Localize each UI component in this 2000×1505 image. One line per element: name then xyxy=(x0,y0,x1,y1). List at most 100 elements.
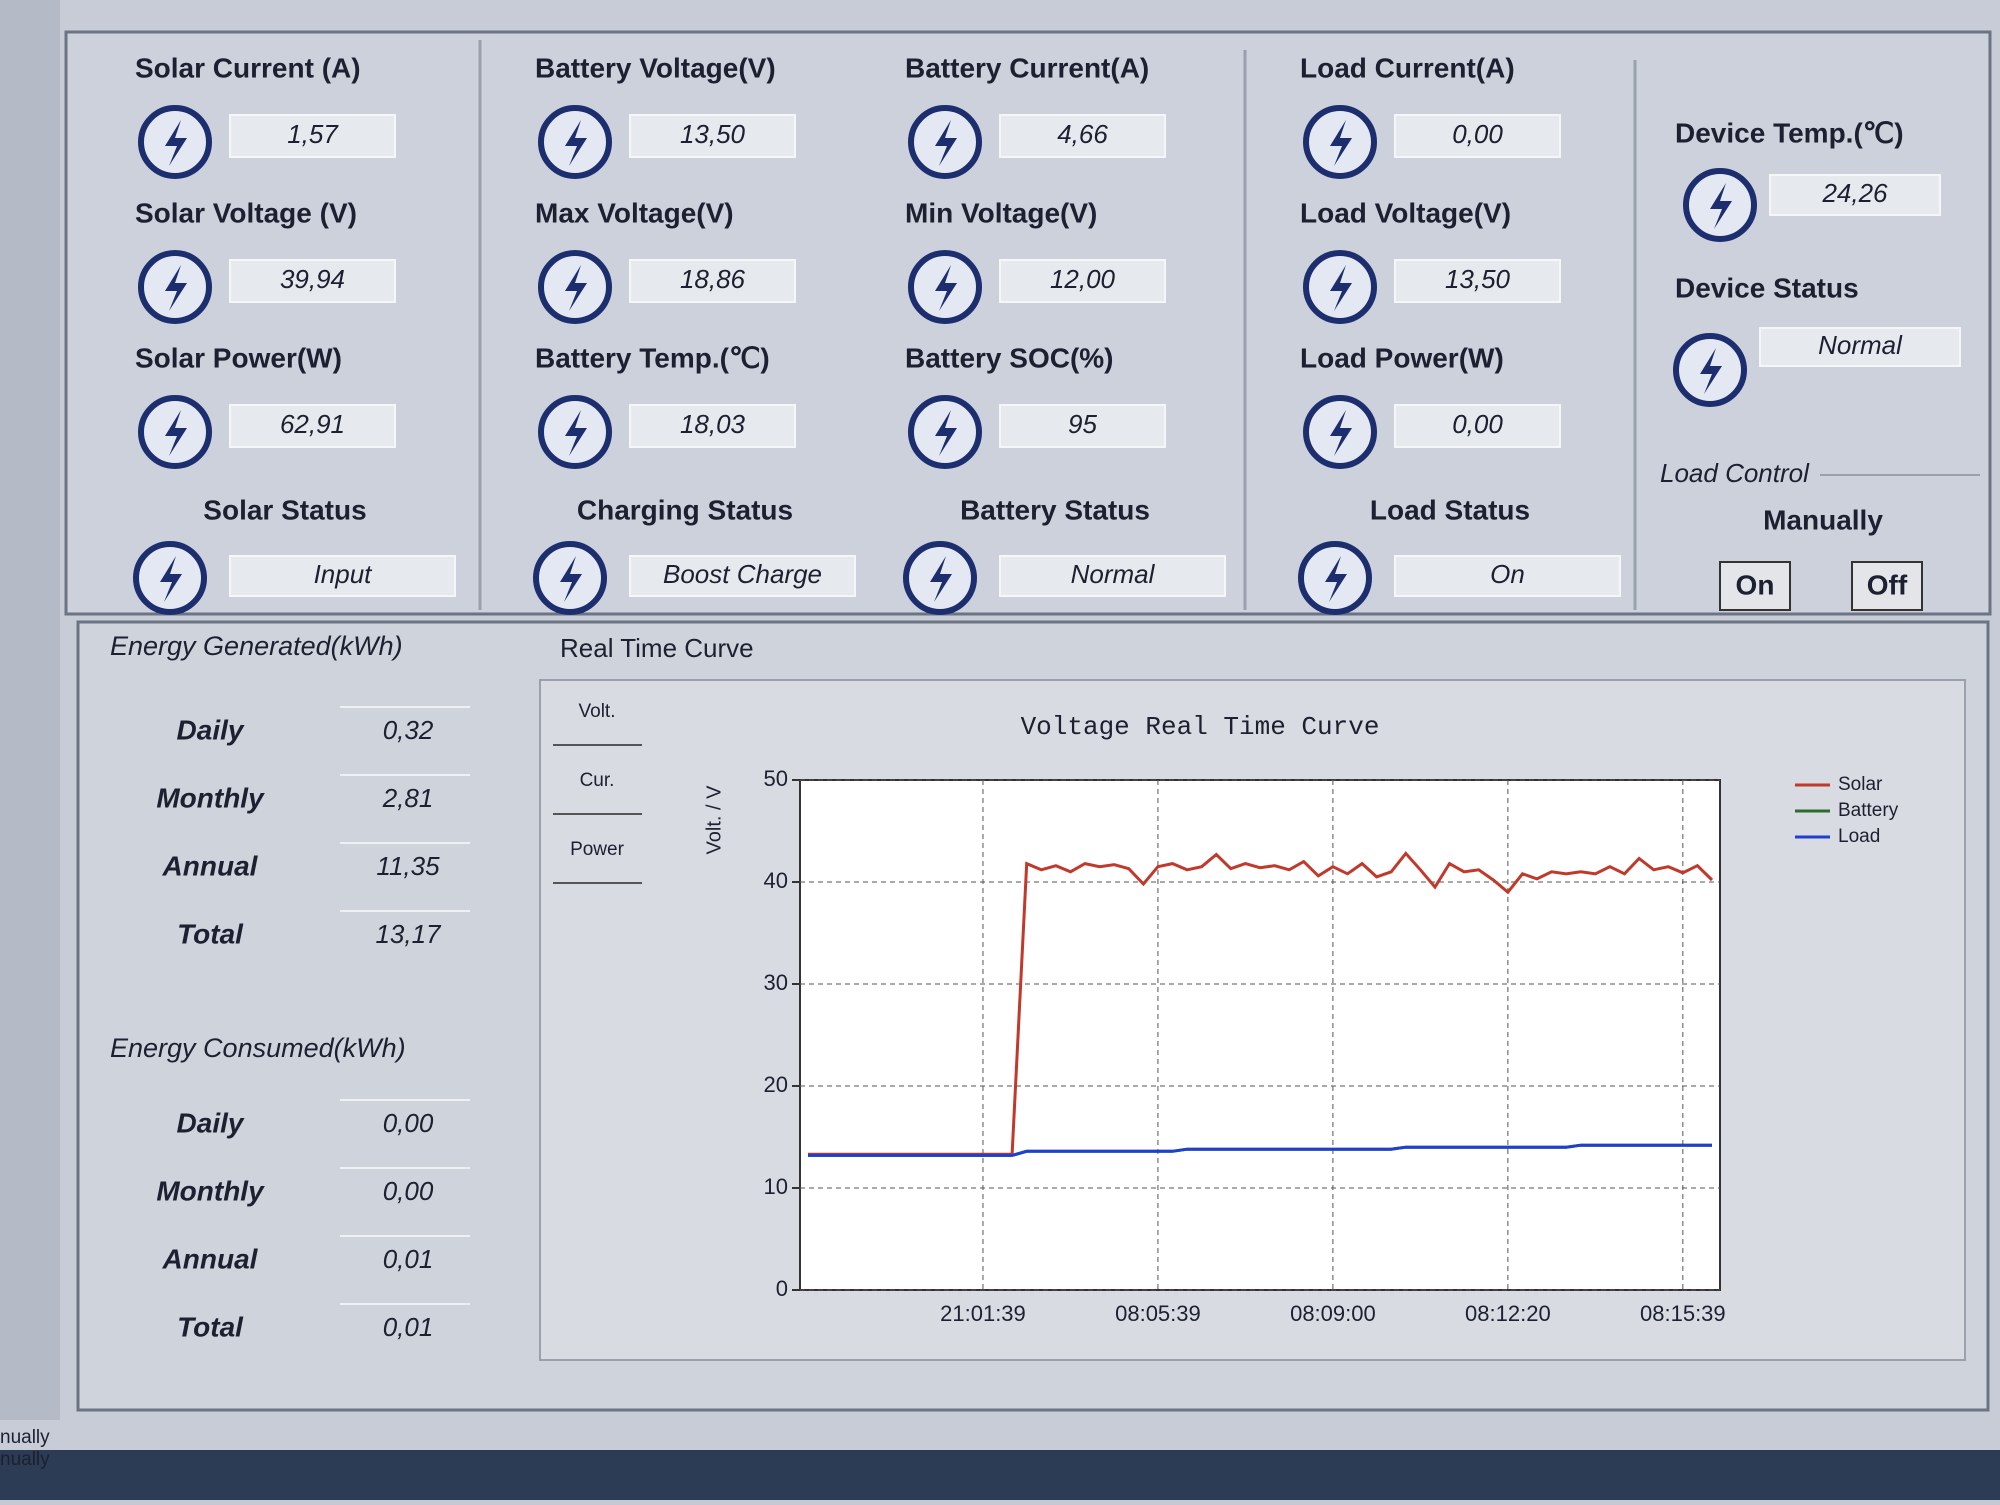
row-value: 0,00 xyxy=(383,1108,434,1138)
mode-label: Manually xyxy=(1763,504,1883,535)
metric-label: Load Voltage(V) xyxy=(1300,197,1511,228)
status-value: On xyxy=(1490,559,1525,589)
metric-value: 24,26 xyxy=(1821,178,1888,208)
button-label[interactable]: On xyxy=(1736,569,1775,600)
x-tick-label: 08:05:39 xyxy=(1115,1301,1201,1326)
icon-glyph xyxy=(565,410,587,456)
section-title: Energy Consumed(kWh) xyxy=(110,1033,406,1063)
metric-label: Load Power(W) xyxy=(1300,342,1504,373)
metric-value: 13,50 xyxy=(680,119,746,149)
row-value: 0,01 xyxy=(383,1244,434,1274)
icon-glyph xyxy=(935,120,957,166)
metric-label: Battery Temp.(℃) xyxy=(535,342,770,373)
icon-glyph xyxy=(1330,410,1352,456)
icon-glyph xyxy=(930,556,952,602)
metric-value-box xyxy=(1394,404,1561,448)
status-label: Solar Status xyxy=(203,494,366,525)
metric-value: 13,50 xyxy=(1445,264,1511,294)
icon-glyph xyxy=(1325,556,1347,602)
icon-glyph xyxy=(935,410,957,456)
section-title: Real Time Curve xyxy=(560,633,754,663)
metric-value: 4,66 xyxy=(1057,119,1108,149)
icon-glyph xyxy=(935,265,957,311)
metric-value-box xyxy=(1769,174,1941,216)
metric-value: 1,57 xyxy=(287,119,339,149)
metric-value-box xyxy=(999,114,1166,158)
row-label: Daily xyxy=(177,714,245,745)
row-label: Monthly xyxy=(156,782,265,813)
button[interactable] xyxy=(1851,561,1923,611)
button-label[interactable]: Off xyxy=(1867,569,1908,600)
status-value: Normal xyxy=(1818,330,1903,360)
metric-value-box xyxy=(629,404,796,448)
metric-label: Solar Power(W) xyxy=(135,342,342,373)
legend-label: Solar xyxy=(1838,774,1883,795)
metric-label: Battery SOC(%) xyxy=(905,342,1113,373)
tab[interactable]: Cur. xyxy=(580,770,615,791)
x-tick-label: 08:12:20 xyxy=(1465,1301,1551,1326)
y-axis-label: Volt. / V xyxy=(703,785,725,855)
side-strip xyxy=(0,0,60,1420)
y-tick-label: 10 xyxy=(764,1174,788,1199)
metric-value-box xyxy=(999,404,1166,448)
x-tick-label: 08:09:00 xyxy=(1290,1301,1376,1326)
metric-label: Battery Current(A) xyxy=(905,52,1149,83)
metric-value: 95 xyxy=(1068,409,1097,439)
tab[interactable]: Power xyxy=(570,839,625,860)
series-line xyxy=(808,1143,1712,1157)
metric-value-box xyxy=(1394,259,1561,303)
icon-glyph xyxy=(1700,348,1722,394)
taskbar xyxy=(0,1450,2000,1500)
icon-glyph xyxy=(165,410,187,456)
metric-value: 18,03 xyxy=(680,409,746,439)
legend-label: Battery xyxy=(1838,800,1899,821)
metric-value-box xyxy=(999,259,1166,303)
metric-label: Min Voltage(V) xyxy=(905,197,1097,228)
status-value-box xyxy=(629,555,856,597)
status-value-box xyxy=(1759,327,1961,367)
metric-value: 18,86 xyxy=(680,264,746,294)
metric-value-box xyxy=(629,114,796,158)
row-value: 0,01 xyxy=(383,1312,434,1342)
row-value: 13,17 xyxy=(375,919,442,949)
icon-glyph xyxy=(565,120,587,166)
legend-label: Load xyxy=(1838,826,1880,847)
tab[interactable]: Volt. xyxy=(579,701,616,722)
footer-text: nually xyxy=(0,1427,50,1448)
button[interactable] xyxy=(1719,561,1791,611)
icon-glyph xyxy=(160,556,182,602)
icon-glyph xyxy=(1330,265,1352,311)
metric-value: 12,00 xyxy=(1050,264,1116,294)
section-title: Energy Generated(kWh) xyxy=(110,631,403,661)
metric-label: Device Temp.(℃) xyxy=(1675,117,1904,148)
plot-area xyxy=(799,779,1721,1291)
metric-label: Max Voltage(V) xyxy=(535,197,734,228)
chart-title: Voltage Real Time Curve xyxy=(1021,712,1380,742)
icon-glyph xyxy=(165,265,187,311)
row-value: 11,35 xyxy=(376,851,440,881)
status-label: Load Status xyxy=(1370,494,1530,525)
metric-value-box xyxy=(229,114,396,158)
footer-text: nually xyxy=(0,1449,50,1470)
metric-label: Solar Current (A) xyxy=(135,52,361,83)
metric-value: 0,00 xyxy=(1452,119,1503,149)
metric-value: 39,94 xyxy=(280,264,345,294)
status-value-box xyxy=(999,555,1226,597)
metric-value-box xyxy=(229,259,396,303)
row-label: Total xyxy=(177,918,244,949)
metric-value-box xyxy=(629,259,796,303)
row-label: Annual xyxy=(162,850,259,881)
row-value: 0,00 xyxy=(383,1176,434,1206)
icon-glyph xyxy=(565,265,587,311)
icon-glyph xyxy=(560,556,582,602)
status-value: Boost Charge xyxy=(663,559,822,589)
icon-glyph xyxy=(1710,183,1732,229)
metric-label: Solar Voltage (V) xyxy=(135,197,357,228)
row-label: Annual xyxy=(162,1243,259,1274)
metric-label: Battery Voltage(V) xyxy=(535,52,776,83)
status-value: Input xyxy=(314,559,374,589)
status-label: Device Status xyxy=(1675,272,1859,303)
metric-label: Load Current(A) xyxy=(1300,52,1515,83)
